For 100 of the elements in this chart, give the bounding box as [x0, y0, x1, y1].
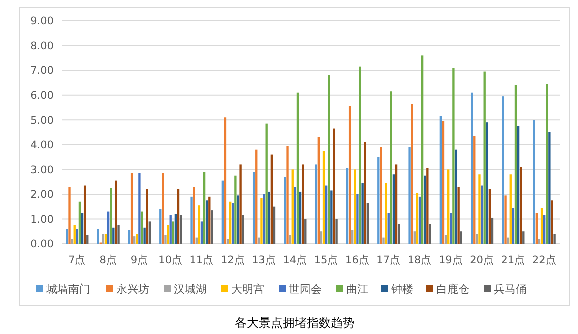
bar [284, 177, 286, 244]
x-tick-label: 22点 [532, 254, 557, 267]
bar [354, 170, 356, 244]
bar [97, 229, 100, 244]
bar [222, 180, 224, 244]
bar [325, 186, 328, 244]
x-tick-label: 14点 [283, 254, 308, 267]
bar [130, 173, 134, 244]
bar [517, 126, 520, 244]
bar [234, 176, 237, 244]
bar [242, 216, 244, 244]
y-tick-label: 7.00 [30, 65, 54, 78]
bar [198, 206, 201, 244]
bar [134, 236, 136, 244]
bar [170, 216, 172, 244]
bar [486, 122, 488, 244]
bar [514, 85, 518, 244]
bar [76, 229, 78, 244]
bar [546, 84, 548, 244]
bar [268, 192, 270, 244]
bar [356, 194, 359, 244]
bar [211, 210, 214, 244]
bar [551, 200, 554, 244]
bar [237, 196, 240, 244]
bar [476, 234, 478, 244]
bar [348, 106, 352, 244]
bar [118, 225, 120, 244]
bar [540, 208, 544, 244]
bar [478, 174, 481, 244]
bar [366, 203, 370, 244]
y-tick-label: 9.00 [30, 16, 54, 28]
legend-label: 城墙南门 [46, 282, 90, 296]
bar [315, 164, 318, 244]
bar [232, 203, 234, 244]
bar [289, 235, 292, 244]
bar [512, 208, 515, 244]
bar [411, 104, 414, 244]
bar [180, 216, 182, 244]
bar [471, 92, 474, 244]
bar [304, 219, 307, 244]
bar [426, 168, 429, 244]
bar [504, 196, 507, 244]
x-tick-label: 19点 [438, 254, 464, 267]
bar [378, 157, 380, 244]
bar [292, 170, 294, 244]
bar [424, 176, 426, 244]
bar [416, 193, 419, 244]
bar [452, 68, 455, 244]
bar [484, 72, 486, 244]
bar [240, 164, 242, 244]
bar [110, 188, 112, 244]
bar [66, 229, 68, 244]
bar [81, 213, 84, 244]
legend-label: 曲江 [346, 282, 368, 296]
x-tick-label: 18点 [408, 254, 432, 267]
y-tick-label: 4.00 [30, 140, 54, 152]
bar [502, 96, 504, 244]
bar [414, 232, 416, 244]
bar [273, 206, 276, 244]
bar [148, 222, 151, 244]
bar [538, 239, 541, 244]
bar [177, 189, 180, 244]
legend-label: 大明宫 [232, 282, 264, 296]
bar [252, 172, 256, 244]
legend-label: 永兴坊 [116, 282, 150, 296]
x-tick-label: 9点 [130, 254, 149, 267]
y-tick-label: 0.00 [30, 238, 54, 251]
y-tick-label: 3.00 [30, 164, 54, 176]
x-tick-label: 13点 [252, 254, 276, 267]
bar [138, 173, 141, 244]
bar [455, 150, 458, 244]
bar [68, 187, 71, 244]
bar [385, 183, 388, 244]
bar [107, 212, 110, 244]
bar [86, 235, 89, 244]
bar [322, 151, 326, 244]
bar [388, 213, 390, 244]
bar [74, 225, 76, 244]
bar [510, 174, 512, 244]
x-tick-label: 17点 [376, 254, 402, 267]
x-tick-label: 7点 [68, 254, 86, 267]
bar [458, 187, 460, 244]
legend-label: 钟楼 [390, 282, 414, 296]
bar [144, 228, 146, 244]
bar [230, 202, 232, 244]
bar [421, 56, 424, 244]
bar [390, 92, 392, 244]
text: 各大景点拥堵指数趋势 [235, 316, 355, 330]
bar [460, 232, 462, 244]
bar [203, 172, 206, 244]
bar [141, 212, 144, 244]
bar [193, 187, 196, 244]
bar [382, 238, 385, 244]
bar [263, 194, 266, 244]
bar [146, 189, 148, 244]
bar [112, 228, 115, 244]
bar [520, 167, 522, 244]
y-tick-label: 8.00 [30, 40, 54, 52]
bar [398, 224, 400, 244]
bar [164, 235, 167, 244]
